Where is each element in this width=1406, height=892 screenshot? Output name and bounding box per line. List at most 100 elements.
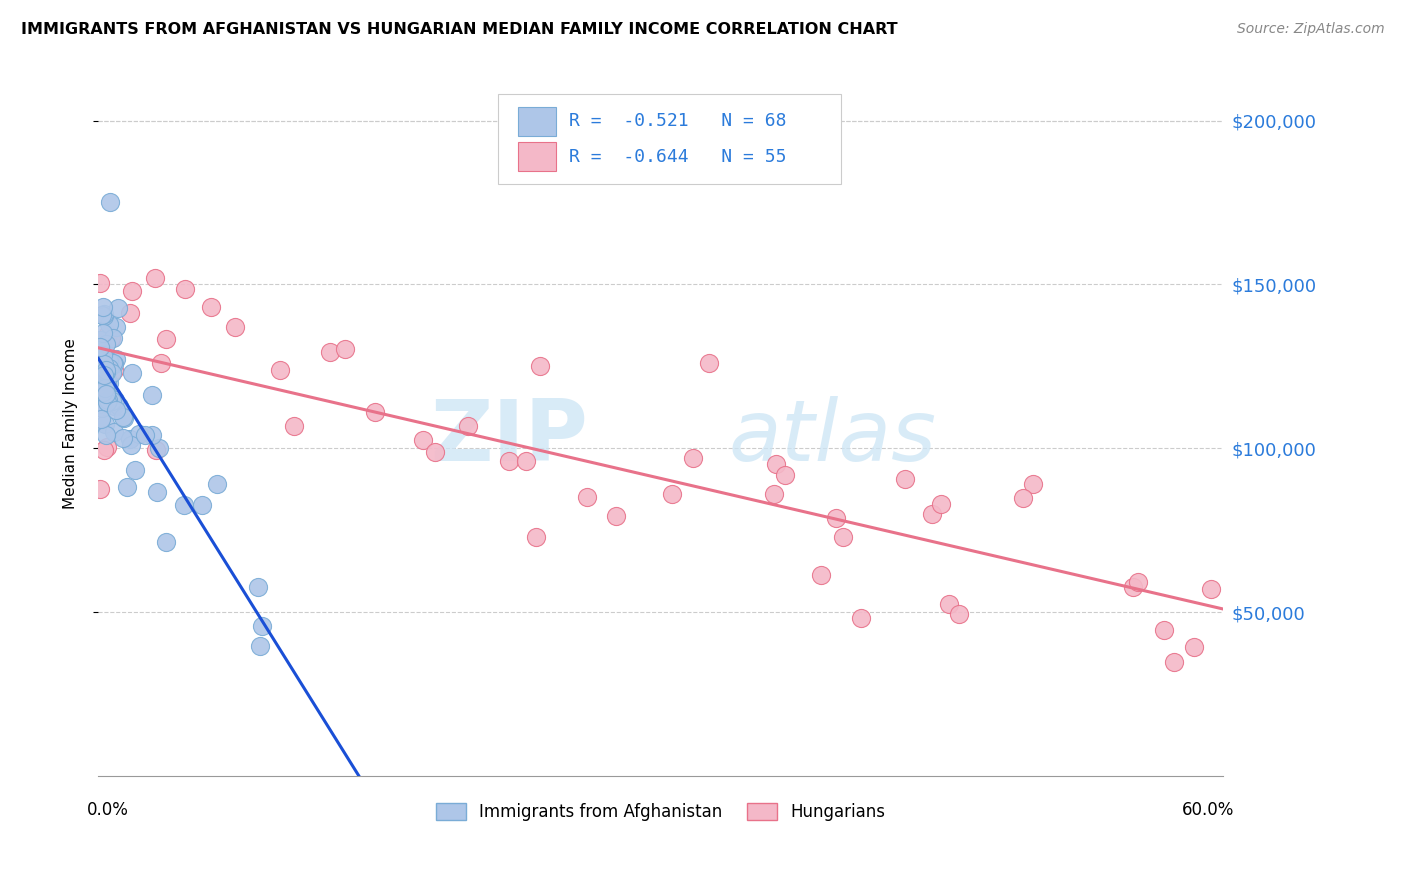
Point (765, 457, 787, 471)
Point (174, 282, 197, 296)
Point (104, 393, 127, 408)
FancyBboxPatch shape (498, 94, 841, 184)
Point (524, 530, 547, 544)
Point (103, 399, 125, 413)
Point (98, 318, 121, 332)
Point (205, 476, 228, 491)
Point (90, 412, 112, 426)
Point (103, 425, 125, 439)
Point (1022, 477, 1045, 491)
Point (283, 418, 305, 433)
Point (96, 395, 118, 409)
Point (93, 385, 115, 400)
Point (200, 301, 222, 315)
Point (148, 441, 170, 455)
Point (112, 410, 135, 425)
Point (832, 530, 855, 544)
Point (1199, 582, 1222, 597)
Point (94, 387, 117, 401)
Point (97, 393, 120, 408)
Point (425, 444, 447, 458)
Point (250, 619, 273, 633)
Text: atlas: atlas (728, 396, 936, 479)
Text: 60.0%: 60.0% (1182, 801, 1234, 819)
Point (1153, 623, 1175, 637)
Point (224, 320, 246, 334)
Point (762, 487, 785, 501)
Point (93, 309, 115, 323)
FancyBboxPatch shape (517, 107, 557, 136)
Point (103, 363, 125, 377)
Point (89, 482, 111, 496)
Point (515, 453, 537, 467)
Point (1122, 580, 1144, 594)
Point (319, 345, 342, 359)
Point (100, 331, 122, 345)
Point (773, 467, 796, 482)
Point (112, 411, 135, 425)
Point (98, 195, 121, 210)
Point (121, 366, 143, 380)
Point (150, 356, 173, 370)
Point (101, 331, 124, 345)
Point (93, 442, 115, 457)
Point (605, 509, 627, 524)
Point (575, 490, 598, 504)
Point (661, 487, 683, 501)
Point (94, 365, 117, 379)
Point (118, 306, 141, 320)
Point (93, 307, 115, 321)
Point (96, 326, 118, 341)
Point (191, 498, 214, 512)
Point (810, 568, 832, 582)
Point (93, 357, 115, 371)
Point (697, 356, 720, 370)
Point (1126, 574, 1149, 589)
Text: Source: ZipAtlas.com: Source: ZipAtlas.com (1237, 22, 1385, 37)
Point (93, 343, 115, 357)
Point (529, 359, 551, 373)
Point (93, 368, 115, 382)
Point (363, 405, 385, 419)
Point (134, 428, 156, 442)
Point (269, 362, 291, 376)
Point (101, 356, 124, 370)
Point (121, 284, 143, 298)
Point (101, 394, 124, 409)
Point (97, 376, 120, 390)
Y-axis label: Median Family Income: Median Family Income (63, 338, 77, 509)
Point (117, 480, 139, 494)
Point (682, 450, 704, 465)
Point (1182, 640, 1205, 655)
Point (825, 510, 848, 524)
Point (89, 276, 111, 290)
Point (94, 367, 117, 381)
Point (89, 397, 111, 411)
Point (89, 334, 111, 348)
Point (1011, 491, 1033, 505)
Point (938, 597, 960, 611)
Point (141, 428, 163, 442)
Point (100, 394, 122, 409)
Point (143, 270, 166, 285)
Point (849, 610, 872, 624)
Point (124, 463, 146, 477)
Point (94, 381, 117, 395)
Point (1163, 656, 1185, 670)
Point (96, 440, 118, 454)
Point (93, 300, 115, 314)
Point (105, 402, 128, 417)
Point (929, 497, 952, 511)
Point (118, 432, 141, 446)
Point (96, 375, 118, 389)
Point (94, 427, 117, 442)
Point (457, 419, 479, 434)
Point (89, 340, 111, 354)
Point (91, 384, 114, 398)
Point (247, 580, 270, 594)
Point (173, 499, 195, 513)
Point (108, 400, 131, 414)
Point (93, 348, 115, 362)
Point (921, 508, 943, 522)
Text: 0.0%: 0.0% (87, 801, 129, 819)
